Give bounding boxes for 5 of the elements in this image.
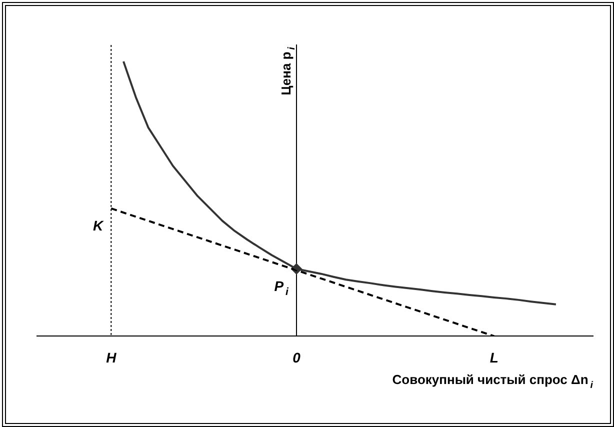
x-tick-label: H bbox=[106, 349, 118, 366]
x-tick-label: 0 bbox=[292, 349, 301, 366]
x-tick-label: L bbox=[490, 349, 498, 366]
y-axis-title: Цена pi bbox=[278, 46, 298, 96]
annotation: K bbox=[93, 217, 104, 234]
